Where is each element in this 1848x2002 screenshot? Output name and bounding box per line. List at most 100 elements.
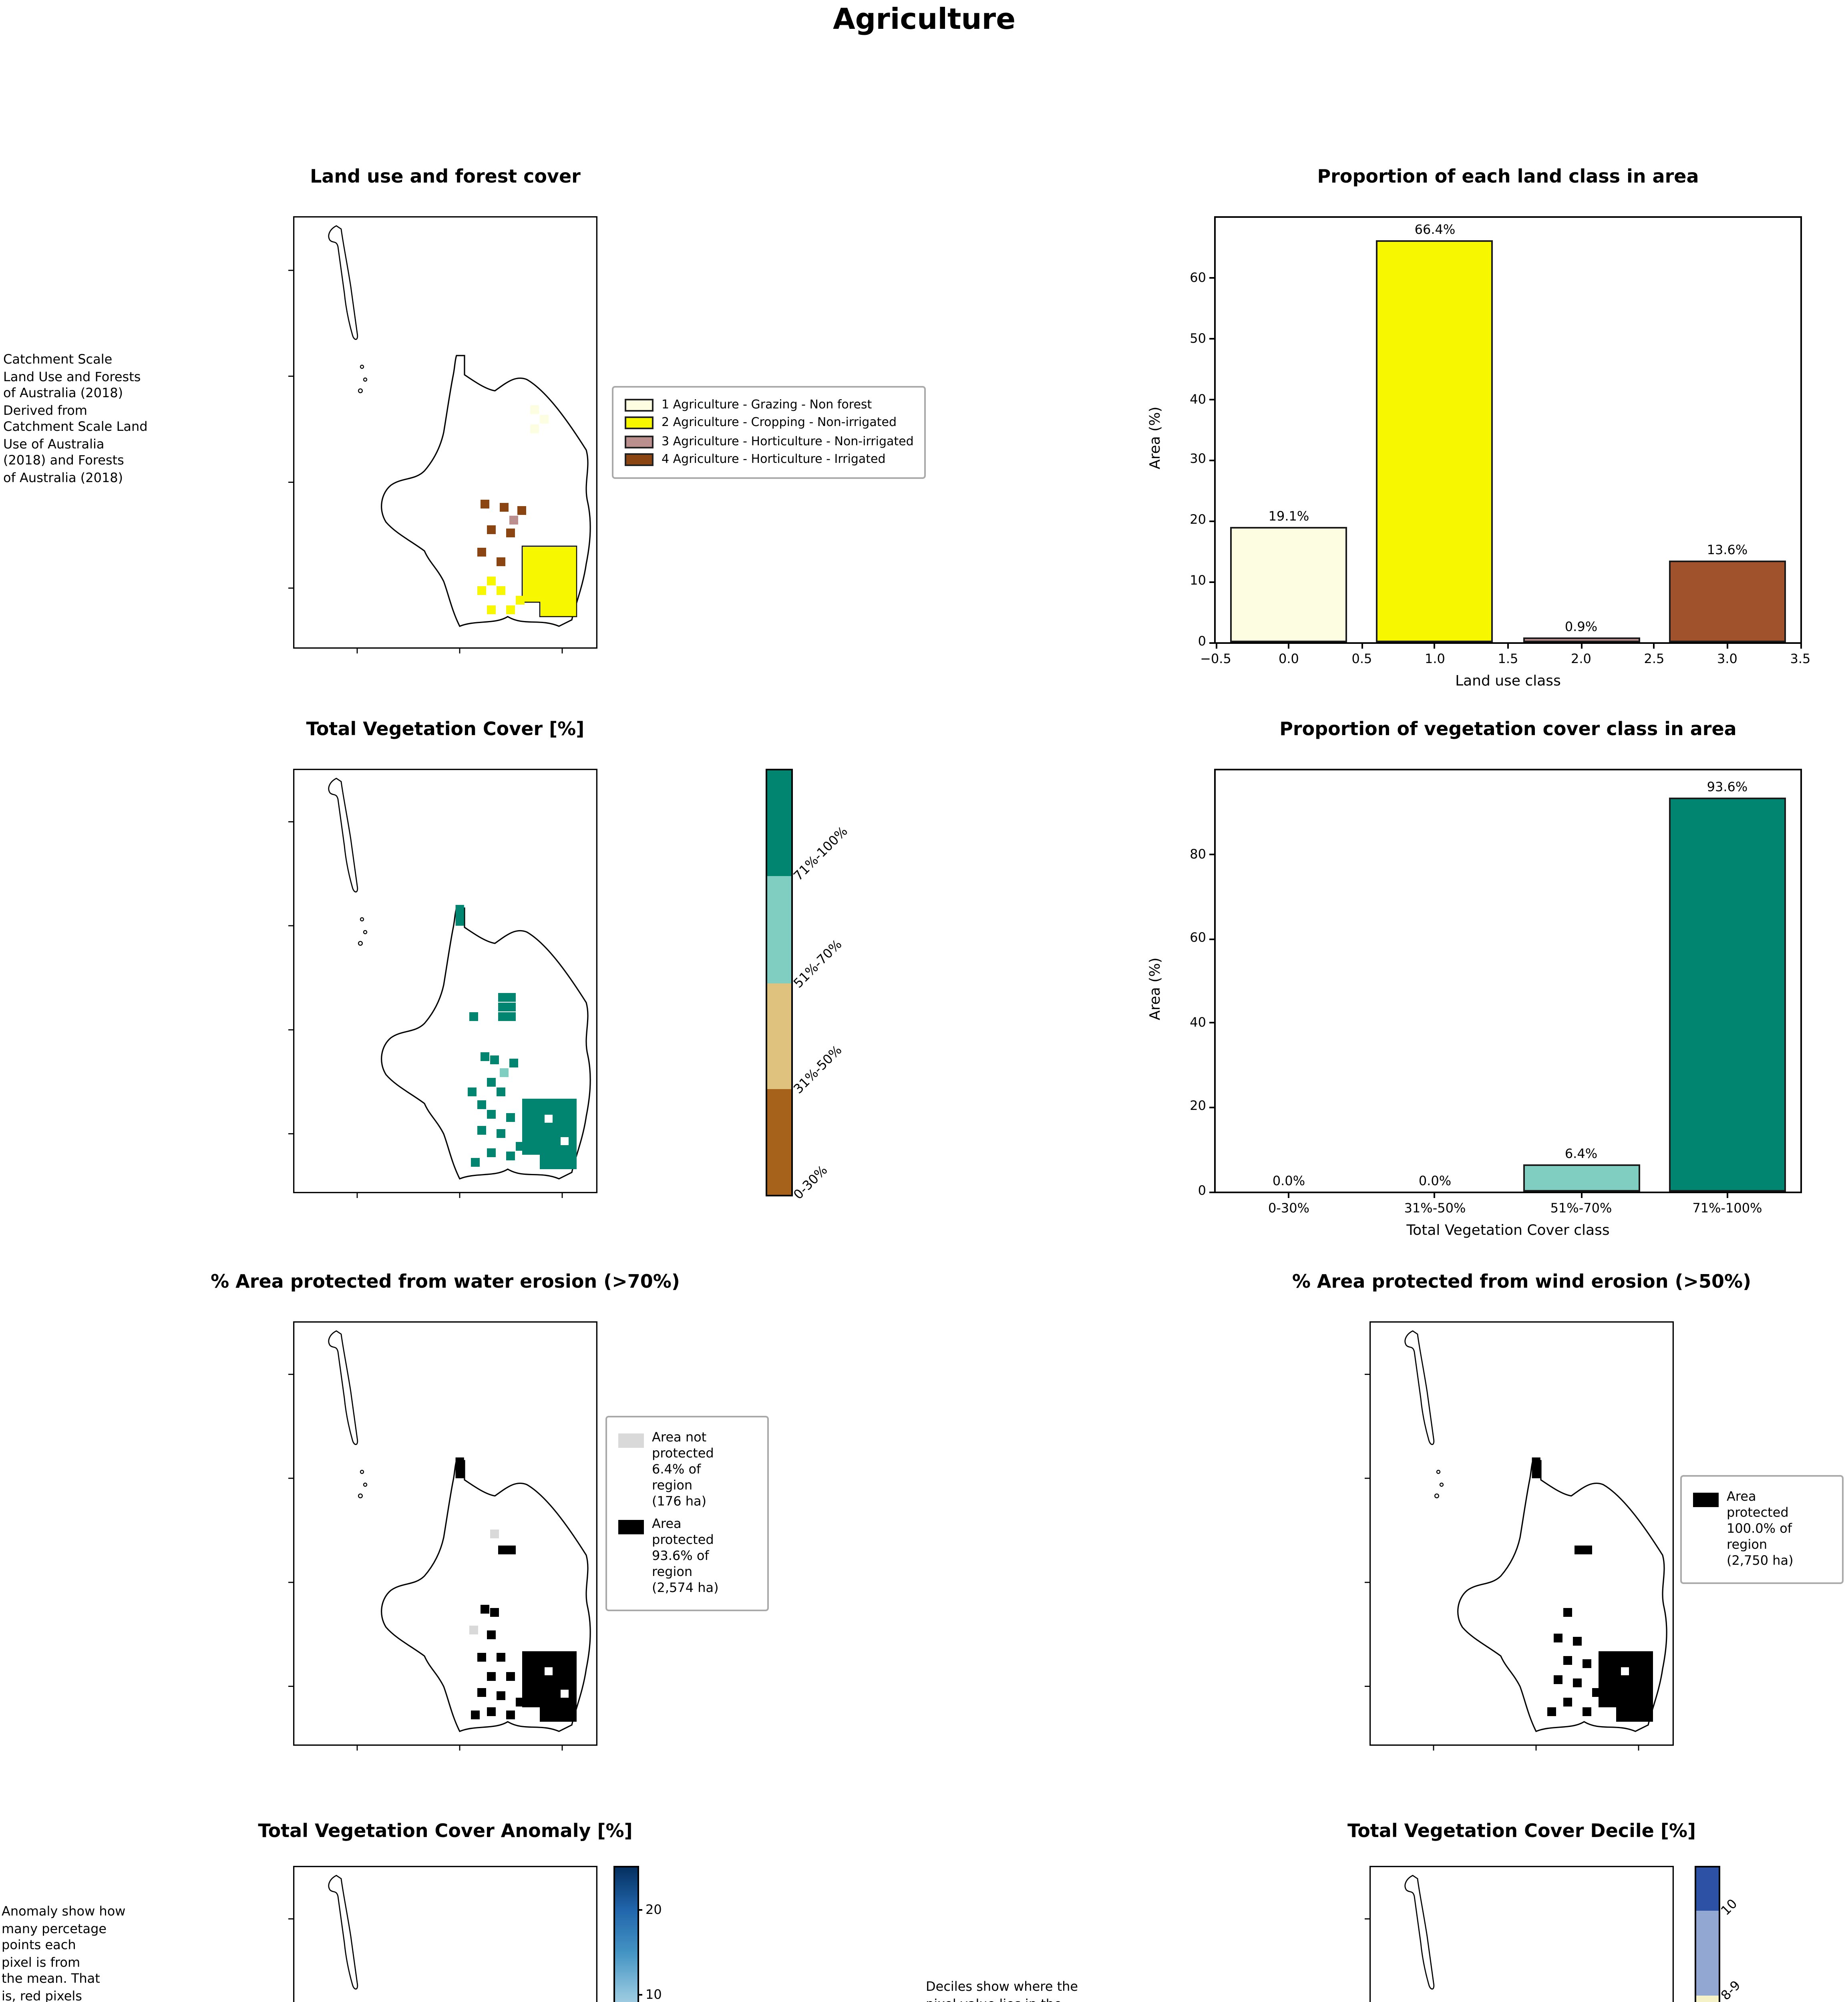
y-tick: [1209, 1022, 1216, 1024]
bar-value-label: 0.0%: [1272, 1174, 1305, 1188]
land-use-panel-title: Land use and forest cover: [310, 165, 581, 187]
map-canvas: [288, 769, 597, 1198]
x-tick: [1288, 1192, 1290, 1198]
y-tick-label: 60: [1190, 270, 1206, 285]
bar: [1669, 560, 1786, 642]
bar-value-label: 6.4%: [1564, 1147, 1598, 1162]
land-use-source-note: Catchment Scale Land Use and Forests of …: [3, 352, 148, 485]
x-tick: [1653, 642, 1655, 649]
legend-item: Area protected 100.0% of region (2,750 h…: [1693, 1489, 1831, 1570]
x-tick-label: 1.5: [1498, 652, 1518, 666]
legend-item: 2 Agriculture - Cropping - Non-irrigated: [625, 416, 914, 431]
water-erosion-map: [288, 1321, 597, 1751]
colorbar-tick: [637, 1909, 642, 1911]
legend-swatch: [625, 417, 654, 430]
colorbar-segment: [767, 1089, 791, 1195]
bar: [1230, 526, 1347, 642]
colorbar-label: 71%-100%: [791, 824, 851, 884]
y-tick-label: 50: [1190, 331, 1206, 346]
colorbar-tick-label: 10: [645, 1987, 662, 2001]
legend-item: Area protected 93.6% of region (2,574 ha…: [618, 1517, 756, 1597]
legend-label: 2 Agriculture - Cropping - Non-irrigated: [662, 415, 897, 430]
colorbar-label: 31%-50%: [791, 1042, 845, 1096]
y-tick: [1209, 641, 1216, 643]
decile-colorbar: 108-94-72-31: [1695, 1866, 1743, 2002]
land-use-legend: 1 Agriculture - Grazing - Non forest 2 Ag…: [612, 386, 927, 478]
legend-swatch: [618, 1433, 644, 1448]
colorbar-segment: [767, 983, 791, 1089]
wind-erosion-map: [1365, 1321, 1674, 1751]
map-canvas: [1365, 1866, 1674, 2002]
bar: [1376, 239, 1494, 642]
x-tick-label: 3.0: [1717, 652, 1737, 666]
y-tick: [1209, 460, 1216, 461]
bar-value-label: 66.4%: [1414, 222, 1456, 237]
bar: [1522, 1164, 1640, 1192]
wind-erosion-legend: Area protected 100.0% of region (2,750 h…: [1680, 1475, 1844, 1584]
decile-map: [1365, 1866, 1674, 2002]
y-tick-label: 10: [1190, 573, 1206, 588]
colorbar-label: 51%-70%: [791, 936, 845, 990]
veg-cover-map: [288, 769, 597, 1198]
y-tick: [1209, 854, 1216, 855]
anomaly-map: [288, 1866, 597, 2002]
y-tick-label: 40: [1190, 1015, 1206, 1030]
x-tick-label: 0-30%: [1268, 1201, 1309, 1216]
y-tick-label: 80: [1190, 846, 1206, 861]
decile-explainer-text: Deciles show where the pixel value lies …: [926, 1980, 1078, 2002]
bar: [1522, 637, 1640, 642]
bar-value-label: 13.6%: [1707, 542, 1748, 557]
x-axis-label: Land use class: [1455, 674, 1561, 690]
colorbar-label: 0-30%: [791, 1163, 830, 1202]
y-axis-label: Area (%): [1148, 957, 1164, 1019]
x-tick-label: 2.0: [1571, 652, 1591, 666]
x-tick-label: 71%-100%: [1692, 1201, 1762, 1216]
legend-item: 1 Agriculture - Grazing - Non forest: [625, 397, 914, 412]
x-tick-label: 2.5: [1644, 652, 1665, 666]
x-tick: [1726, 642, 1728, 649]
y-tick-label: 40: [1190, 392, 1206, 406]
y-tick: [1209, 338, 1216, 340]
legend-label: Area protected 93.6% of region (2,574 ha…: [652, 1517, 719, 1595]
legend-label: Area not protected 6.4% of region (176 h…: [652, 1430, 714, 1509]
x-tick: [1434, 642, 1436, 649]
x-tick-label: 0.5: [1351, 652, 1372, 666]
x-tick: [1507, 642, 1509, 649]
wind-erosion-panel-title: % Area protected from wind erosion (>50%…: [1292, 1270, 1751, 1292]
x-axis-label: Total Vegetation Cover class: [1406, 1224, 1610, 1240]
map-canvas: [1365, 1321, 1674, 1751]
y-tick: [1209, 1191, 1216, 1192]
y-tick-label: 0: [1198, 1184, 1206, 1198]
legend-item: 4 Agriculture - Horticulture - Irrigated: [625, 452, 914, 467]
colorbar-segment: [1696, 1910, 1719, 1995]
bar-value-label: 93.6%: [1707, 780, 1748, 794]
legend-swatch: [1693, 1493, 1719, 1507]
colorbar-tick-label: 20: [645, 1902, 662, 1916]
land-use-map: [288, 216, 597, 653]
decile-panel-title: Total Vegetation Cover Decile [%]: [1347, 1819, 1696, 1842]
x-tick-label: 3.5: [1790, 652, 1811, 666]
legend-item: 3 Agriculture - Horticulture - Non-irrig…: [625, 434, 914, 449]
x-tick: [1800, 642, 1801, 649]
water-erosion-legend: Area not protected 6.4% of region (176 h…: [605, 1416, 769, 1611]
x-tick: [1288, 642, 1290, 649]
colorbar-label: 8-9: [1718, 1977, 1743, 2002]
anomaly-panel-title: Total Vegetation Cover Anomaly [%]: [258, 1819, 633, 1842]
legend-swatch: [625, 399, 654, 412]
y-tick-label: 20: [1190, 513, 1206, 528]
x-tick: [1215, 642, 1217, 649]
x-tick: [1580, 642, 1582, 649]
x-tick: [1580, 1192, 1582, 1198]
y-axis-label: Area (%): [1148, 406, 1164, 468]
x-tick: [1726, 1192, 1728, 1198]
legend-swatch: [625, 435, 654, 448]
bar-value-label: 19.1%: [1268, 509, 1309, 523]
legend-swatch: [625, 453, 654, 466]
y-tick-label: 0: [1198, 634, 1206, 649]
y-tick-label: 30: [1190, 452, 1206, 467]
page-title: Agriculture: [833, 3, 1016, 37]
x-tick-label: 0.0: [1279, 652, 1299, 666]
veg-class-chart-title: Proportion of vegetation cover class in …: [1279, 718, 1737, 740]
y-tick: [1209, 938, 1216, 940]
legend-swatch: [618, 1520, 644, 1534]
